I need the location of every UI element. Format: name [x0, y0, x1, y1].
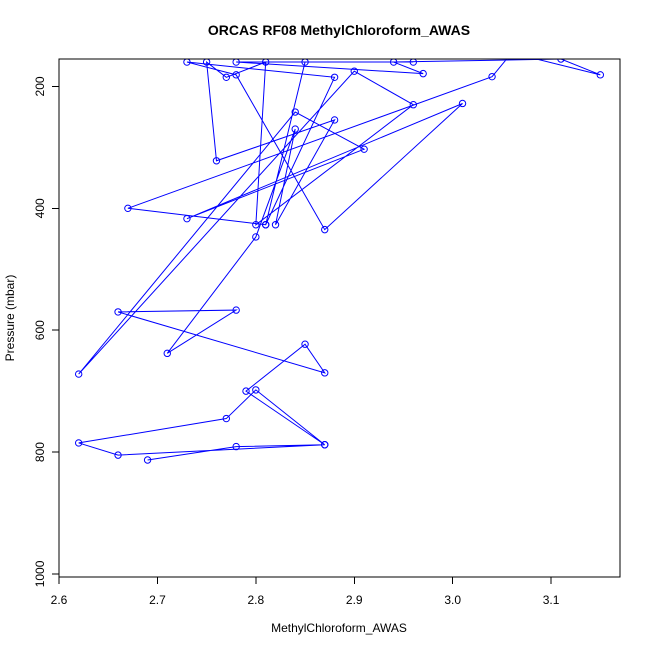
y-tick-label: 1000	[33, 560, 47, 587]
data-point	[252, 386, 260, 394]
data-point	[232, 442, 240, 451]
data-point	[301, 59, 309, 66]
data-point	[409, 59, 418, 66]
data-point	[301, 340, 309, 348]
data-point	[291, 125, 299, 133]
data-point	[458, 99, 467, 108]
data-point	[509, 50, 515, 56]
data-point	[261, 59, 270, 66]
x-tick-label: 2.9	[346, 593, 363, 607]
plot-area	[58, 50, 621, 578]
data-point	[261, 221, 270, 229]
data-point	[232, 306, 240, 314]
data-point	[183, 59, 191, 66]
series-layer	[74, 50, 605, 464]
data-point	[291, 108, 299, 116]
x-tick-label: 3.0	[444, 593, 461, 607]
data-point	[222, 414, 231, 423]
data-point	[596, 71, 605, 79]
data-point	[330, 73, 339, 81]
data-point	[202, 59, 211, 66]
data-point	[74, 370, 83, 378]
data-point	[419, 69, 427, 78]
y-tick-label: 800	[33, 442, 47, 462]
data-point	[232, 71, 240, 79]
data-point	[143, 456, 152, 464]
data-point	[321, 441, 329, 449]
series-line	[78, 59, 601, 461]
x-tick-label: 2.6	[51, 593, 68, 607]
data-point	[488, 72, 496, 81]
data-point	[350, 67, 358, 75]
data-point	[271, 221, 280, 229]
y-tick-label: 200	[33, 76, 47, 96]
chart-title: ORCAS RF08 MethylChloroform_AWAS	[208, 22, 470, 38]
data-point	[330, 116, 339, 124]
data-point	[360, 145, 368, 153]
data-point	[114, 451, 122, 459]
x-tick-label: 3.1	[543, 593, 560, 607]
plot-frame	[58, 58, 621, 578]
data-point	[124, 204, 132, 213]
data-point	[242, 387, 250, 395]
y-axis-title: Pressure (mbar)	[3, 275, 17, 362]
x-axis-title: MethylChloroform_AWAS	[271, 621, 407, 635]
y-tick-label: 600	[33, 320, 47, 340]
y-tick-label: 400	[33, 198, 47, 218]
data-point	[321, 369, 329, 377]
data-point	[114, 308, 122, 316]
data-point	[409, 101, 418, 109]
data-point	[222, 73, 231, 81]
y-axis: 200 400 600 800 1000	[33, 76, 60, 587]
data-point	[321, 225, 329, 234]
data-point	[389, 59, 398, 66]
x-tick-label: 2.8	[247, 593, 264, 607]
data-point	[163, 349, 171, 358]
x-axis: 2.6 2.7 2.8 2.9 3.0 3.1	[51, 576, 560, 607]
data-point	[557, 59, 565, 63]
data-point	[252, 221, 260, 229]
data-point	[74, 439, 83, 447]
data-point	[183, 214, 191, 223]
data-point	[212, 157, 221, 165]
x-tick-label: 2.7	[149, 593, 166, 607]
data-point	[232, 59, 240, 66]
data-point	[252, 233, 260, 241]
